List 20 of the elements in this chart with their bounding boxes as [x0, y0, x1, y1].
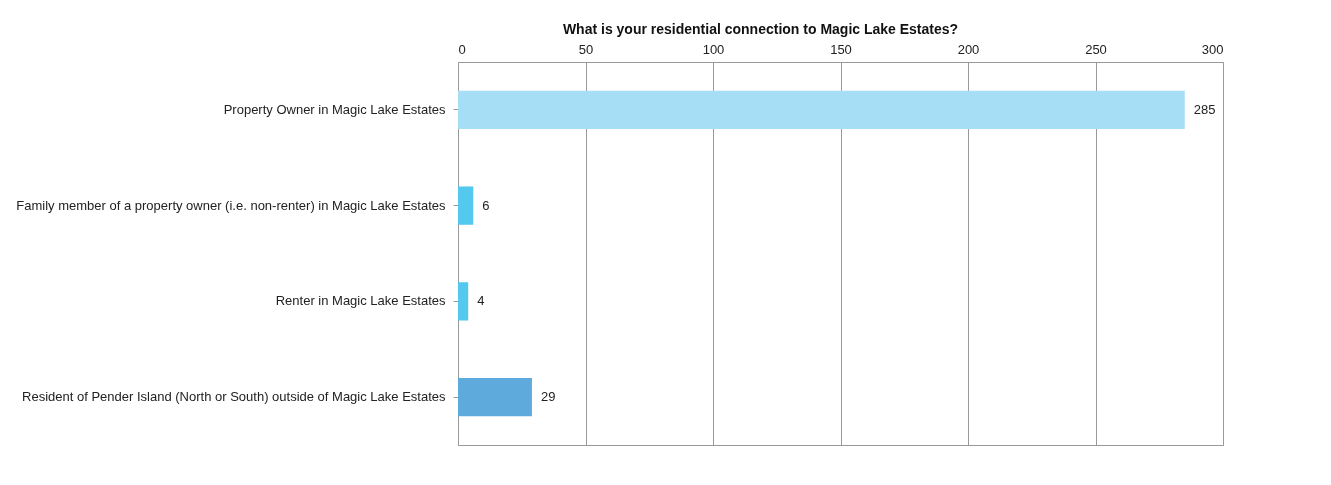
y-tick-label: Property Owner in Magic Lake Estates — [223, 101, 446, 117]
bar — [458, 282, 469, 321]
data-label: 29 — [540, 389, 556, 405]
bar — [458, 186, 474, 225]
bar — [458, 377, 532, 417]
data-label: 285 — [1193, 101, 1216, 117]
x-tick-label: 300 — [1201, 41, 1224, 57]
x-tick-label: 50 — [578, 41, 594, 57]
data-label: 4 — [477, 293, 485, 309]
chart-title: What is your residential connection to Magic Lake Estates? — [562, 21, 959, 37]
data-label: 6 — [482, 197, 490, 213]
x-tick-label: 200 — [957, 41, 980, 57]
x-tick-label: 250 — [1085, 41, 1107, 57]
y-tick-label: Renter in Magic Lake Estates — [275, 293, 446, 309]
x-tick-label: 150 — [830, 41, 852, 57]
x-tick-label: 0 — [458, 41, 466, 57]
y-tick-label: Resident of Pender Island (North or South) outside of Magic Lake Estates — [22, 389, 446, 405]
bar — [458, 90, 1185, 130]
x-tick-label: 100 — [702, 41, 725, 57]
y-tick-label: Family member of a property owner (i.e. non-renter) in Magic Lake Estates — [16, 197, 446, 213]
